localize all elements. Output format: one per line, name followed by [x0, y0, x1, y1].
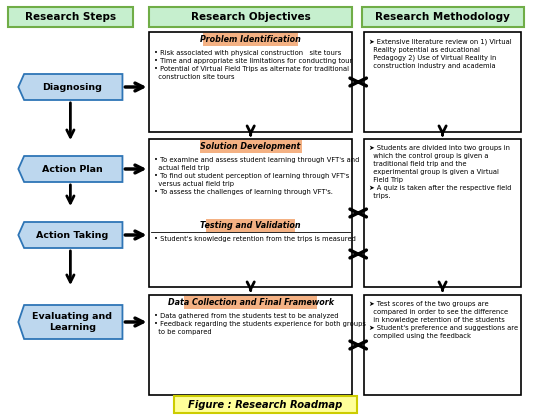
Bar: [361, 7, 524, 27]
FancyArrowPatch shape: [125, 83, 143, 91]
FancyArrowPatch shape: [125, 231, 143, 239]
FancyArrowPatch shape: [67, 103, 74, 137]
Text: Problem Identification: Problem Identification: [200, 35, 301, 44]
FancyArrowPatch shape: [247, 282, 254, 290]
Polygon shape: [18, 74, 123, 100]
FancyArrowPatch shape: [350, 341, 366, 349]
Bar: [365, 32, 521, 132]
Text: Action Taking: Action Taking: [36, 231, 108, 239]
Text: • Risk associated with physical construction   site tours
• Time and appropriate: • Risk associated with physical construc…: [154, 50, 353, 80]
Polygon shape: [18, 305, 123, 339]
Text: • Student's knowledge retention from the trips is measured: • Student's knowledge retention from the…: [154, 236, 356, 242]
FancyArrowPatch shape: [125, 165, 143, 173]
Text: Testing and Validation: Testing and Validation: [200, 221, 301, 230]
Bar: [8, 7, 133, 27]
Text: Diagnosing: Diagnosing: [42, 83, 102, 91]
Bar: [150, 295, 352, 395]
Text: ➤ Students are divided into two groups in
  which the control group is given a
 : ➤ Students are divided into two groups i…: [369, 145, 512, 199]
Bar: [150, 139, 352, 287]
Bar: [174, 396, 357, 413]
Bar: [206, 219, 295, 232]
FancyArrowPatch shape: [350, 78, 366, 86]
FancyArrowPatch shape: [439, 282, 446, 290]
FancyArrowPatch shape: [125, 318, 143, 326]
FancyArrowPatch shape: [67, 251, 74, 282]
Text: • Data gathered from the students test to be analyzed
• Feedback regarding the s: • Data gathered from the students test t…: [154, 313, 366, 335]
Text: Figure : Research Roadmap: Figure : Research Roadmap: [188, 399, 342, 409]
Text: ➤ Extensive literature review on 1) Virtual
  Reality potential as educational
 : ➤ Extensive literature review on 1) Virt…: [369, 38, 512, 69]
FancyArrowPatch shape: [350, 250, 366, 258]
Text: Evaluating and
Learning: Evaluating and Learning: [32, 312, 112, 332]
Text: Action Plan: Action Plan: [42, 164, 103, 173]
Bar: [365, 139, 521, 287]
Polygon shape: [18, 156, 123, 182]
Text: Solution Development: Solution Development: [201, 142, 301, 151]
Bar: [204, 33, 298, 46]
Text: Research Methodology: Research Methodology: [375, 12, 510, 22]
Bar: [184, 296, 317, 309]
Text: • To examine and assess student learning through VFT's and
  actual field trip
•: • To examine and assess student learning…: [154, 157, 360, 195]
Text: Research Steps: Research Steps: [25, 12, 116, 22]
FancyArrowPatch shape: [67, 185, 74, 203]
FancyArrowPatch shape: [247, 126, 254, 135]
FancyArrowPatch shape: [350, 209, 366, 217]
Bar: [150, 32, 352, 132]
Bar: [150, 7, 352, 27]
Polygon shape: [18, 222, 123, 248]
FancyArrowPatch shape: [439, 126, 446, 135]
Text: Data Collection and Final Framework: Data Collection and Final Framework: [168, 298, 334, 307]
Text: ➤ Test scores of the two groups are
  compared in order to see the difference
  : ➤ Test scores of the two groups are comp…: [369, 301, 519, 339]
Bar: [365, 295, 521, 395]
Text: Research Objectives: Research Objectives: [191, 12, 311, 22]
Bar: [200, 140, 302, 153]
